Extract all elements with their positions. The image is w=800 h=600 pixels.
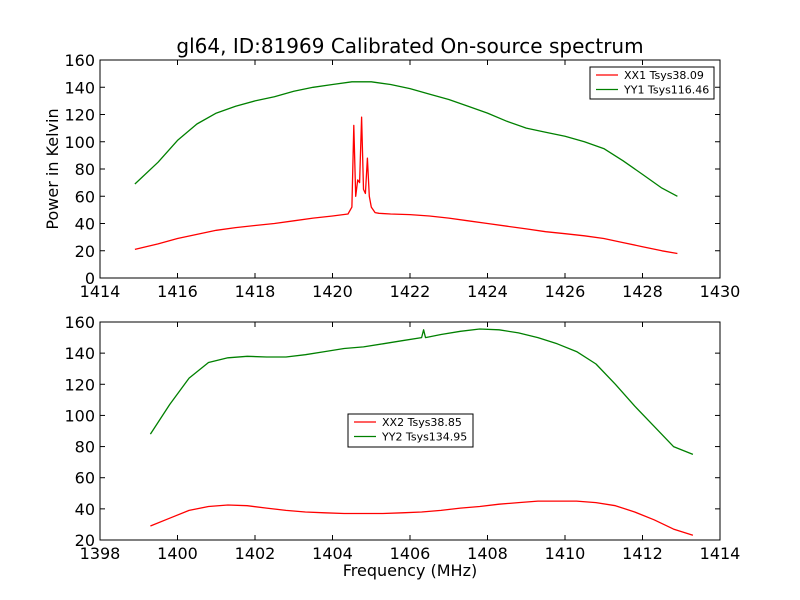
legend-label: XX1 Tsys38.09 (624, 69, 704, 82)
y-tick-label: 160 (64, 313, 95, 332)
x-tick-label: 1424 (467, 282, 508, 301)
x-tick-label: 1430 (700, 282, 741, 301)
series-line-0-1 (134, 81, 678, 197)
legend-label: YY2 Tsys134.95 (381, 431, 467, 444)
x-tick-label: 1410 (545, 544, 586, 563)
x-tick-label: 1406 (390, 544, 431, 563)
y-tick-label: 120 (64, 375, 95, 394)
y-tick-label: 80 (75, 438, 95, 457)
y-tick-label: 100 (64, 133, 95, 152)
y-tick-label: 60 (75, 187, 95, 206)
x-tick-label: 1408 (467, 544, 508, 563)
y-tick-label: 40 (75, 215, 95, 234)
x-tick-label: 1414 (700, 544, 741, 563)
y-tick-label: 20 (75, 242, 95, 261)
x-tick-label: 1398 (80, 544, 121, 563)
y-tick-label: 60 (75, 469, 95, 488)
x-tick-label: 1416 (157, 282, 198, 301)
y-tick-label: 100 (64, 406, 95, 425)
x-axis-label: Frequency (MHz) (343, 561, 477, 580)
legend-box (347, 413, 474, 448)
x-tick-label: 1418 (235, 282, 276, 301)
y-tick-label: 120 (64, 106, 95, 125)
top-panel: 1414 1416 1418 1420 1422 1424 1426 1428 1430 0 20 4… (64, 51, 740, 301)
legend-box (589, 66, 715, 100)
series-line-0-0 (134, 116, 678, 255)
y-tick-label: 80 (75, 160, 95, 179)
bottom-panel: 1398 1400 1402 1404 1406 1408 1410 1412 1414 20 40… (64, 313, 740, 563)
y-tick-label: 140 (64, 344, 95, 363)
x-tick-label: 1414 (80, 282, 121, 301)
x-tick-label: 1420 (312, 282, 353, 301)
y-axis-label: Power in Kelvin (43, 108, 62, 229)
y-tick-label: 140 (64, 78, 95, 97)
series-line-1-1 (149, 328, 694, 456)
legend-label: YY1 Tsys116.46 (623, 84, 709, 97)
x-tick-label: 1426 (545, 282, 586, 301)
chart-title: gl64, ID:81969 Calibrated On-source spec… (176, 34, 643, 58)
x-tick-label: 1428 (622, 282, 663, 301)
legend: XX1 Tsys38.09 YY1 Tsys116.46 (589, 66, 715, 100)
x-tick-label: 1400 (157, 544, 198, 563)
x-tick-label: 1402 (235, 544, 276, 563)
x-tick-label: 1422 (390, 282, 431, 301)
y-tick-label: 0 (85, 269, 95, 288)
y-tick-label: 20 (75, 531, 95, 550)
x-tick-label: 1412 (622, 544, 663, 563)
y-tick-label: 160 (64, 51, 95, 70)
legend-label: XX2 Tsys38.85 (382, 416, 462, 429)
y-tick-label: 40 (75, 500, 95, 519)
series-line-1-0 (150, 500, 694, 536)
legend: XX2 Tsys38.85 YY2 Tsys134.95 (347, 413, 474, 448)
x-tick-label: 1404 (312, 544, 353, 563)
